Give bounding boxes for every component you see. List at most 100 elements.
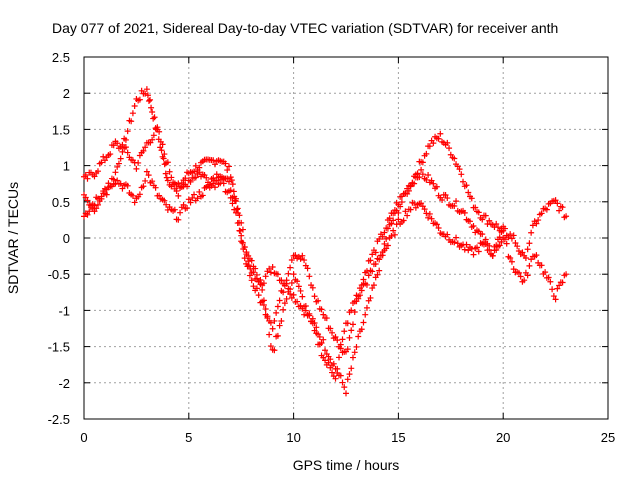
data-point: [337, 345, 344, 352]
x-tick-label: 15: [391, 430, 405, 445]
data-point: [232, 198, 239, 205]
data-point: [136, 191, 143, 198]
data-point: [559, 279, 566, 286]
data-point: [496, 234, 503, 241]
data-point: [236, 227, 243, 234]
data-point: [161, 161, 168, 168]
y-tick-label: 1.5: [52, 122, 70, 137]
data-point: [185, 196, 192, 203]
data-point: [158, 147, 165, 154]
data-point: [430, 140, 437, 147]
data-point: [395, 209, 402, 216]
data-point: [547, 278, 554, 285]
data-point: [260, 280, 267, 287]
data-point: [552, 296, 559, 303]
data-point: [442, 191, 449, 198]
data-point: [124, 149, 131, 156]
data-point: [161, 197, 168, 204]
data-point: [348, 327, 355, 334]
data-point: [192, 162, 199, 169]
data-point: [501, 225, 508, 232]
data-point: [330, 360, 337, 367]
data-point: [231, 206, 238, 213]
data-point: [227, 174, 234, 181]
data-point: [117, 155, 124, 162]
data-point: [510, 232, 517, 239]
data-point: [388, 232, 395, 239]
y-tick-label: -1: [58, 303, 70, 318]
data-point: [162, 170, 169, 177]
data-point: [241, 255, 248, 262]
data-point: [535, 217, 542, 224]
data-point: [184, 183, 191, 190]
data-point: [84, 175, 91, 182]
data-point: [470, 251, 477, 258]
data-point: [465, 189, 472, 196]
data-point: [549, 286, 556, 293]
data-point: [252, 265, 259, 272]
data-point: [274, 332, 281, 339]
data-point: [248, 257, 255, 264]
data-point: [203, 174, 210, 181]
data-point: [187, 199, 194, 206]
data-point: [140, 183, 147, 190]
data-point: [376, 236, 383, 243]
data-point: [349, 354, 356, 361]
chart-title: Day 077 of 2021, Sidereal Day-to-day VTE…: [52, 20, 558, 36]
data-point: [220, 180, 227, 187]
data-point: [299, 293, 306, 300]
data-point: [294, 298, 301, 305]
data-point: [351, 309, 358, 316]
data-point: [175, 216, 182, 223]
data-point: [283, 277, 290, 284]
data-point: [86, 208, 93, 215]
data-point: [129, 192, 136, 199]
data-point: [267, 343, 274, 350]
data-point: [232, 209, 239, 216]
data-point: [517, 273, 524, 280]
data-point: [411, 180, 418, 187]
data-point: [475, 248, 482, 255]
data-point: [528, 229, 535, 236]
data-point: [538, 210, 545, 217]
data-point: [160, 155, 167, 162]
data-point: [346, 334, 353, 341]
data-point: [131, 199, 138, 206]
data-point: [114, 163, 121, 170]
data-point: [170, 179, 177, 186]
data-point: [131, 103, 138, 110]
data-point: [93, 205, 100, 212]
data-point: [82, 171, 89, 178]
data-point: [556, 207, 563, 214]
data-point: [538, 262, 545, 269]
data-point: [329, 329, 336, 336]
data-point: [494, 224, 501, 231]
data-point: [196, 188, 203, 195]
data-point: [472, 204, 479, 211]
data-point: [149, 178, 156, 185]
y-tick-label: -0.5: [48, 267, 70, 282]
data-point: [563, 213, 570, 220]
data-point: [114, 140, 121, 147]
data-point: [479, 231, 486, 238]
data-point: [124, 182, 131, 189]
data-point: [133, 165, 140, 172]
data-point: [313, 330, 320, 337]
data-point: [274, 303, 281, 310]
data-point: [191, 168, 198, 175]
data-point: [164, 177, 171, 184]
data-point: [145, 98, 152, 105]
data-point: [280, 306, 287, 313]
data-point: [115, 160, 122, 167]
data-point: [194, 195, 201, 202]
data-point: [508, 235, 515, 242]
data-point: [554, 285, 561, 292]
data-point: [444, 231, 451, 238]
data-point: [519, 249, 526, 256]
data-point: [255, 292, 262, 299]
data-point: [407, 206, 414, 213]
data-point: [360, 319, 367, 326]
data-point: [147, 96, 154, 103]
y-tick-label: -2: [58, 376, 70, 391]
data-point: [383, 225, 390, 232]
